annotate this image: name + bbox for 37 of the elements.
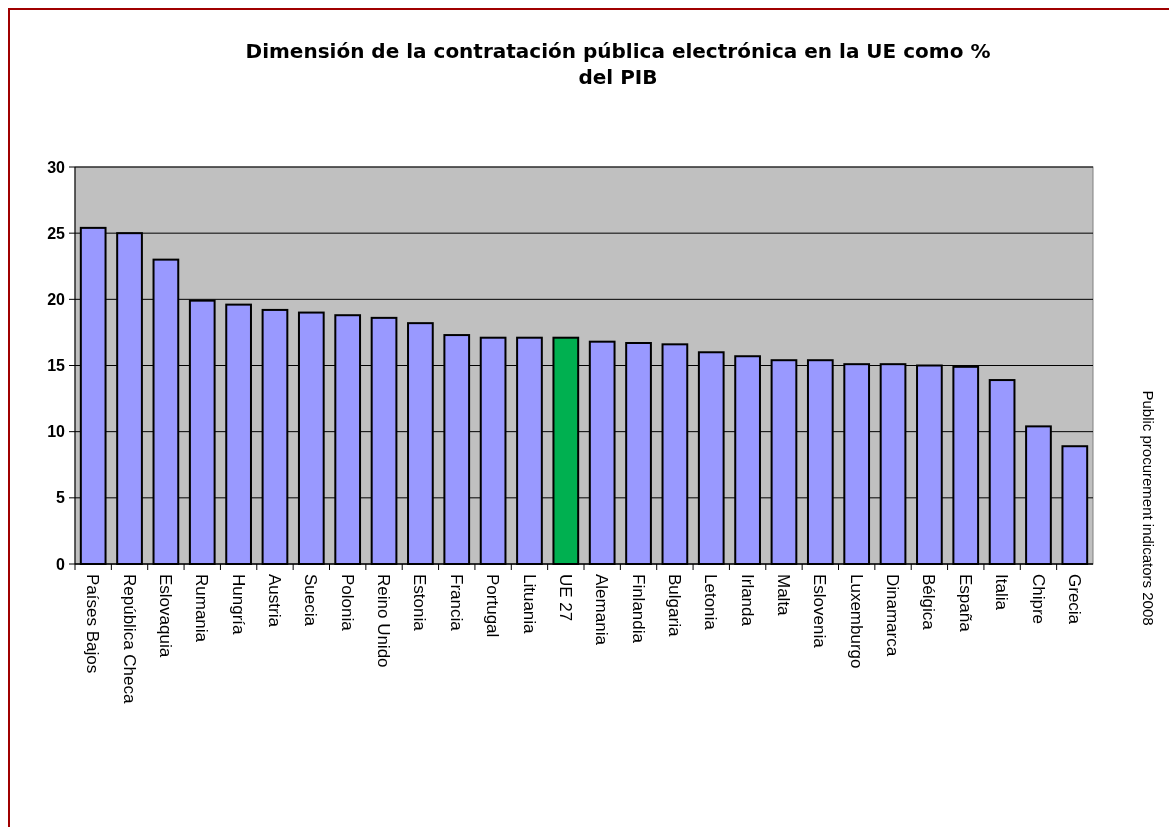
x-tick-label: Suecia — [301, 574, 321, 627]
y-tick-label: 30 — [47, 158, 66, 176]
x-tick-label: UE 27 — [555, 574, 575, 622]
x-tick-label: Eslovaquia — [155, 574, 175, 658]
x-tick-label: Países Bajos — [83, 574, 103, 674]
x-tick-label: Bulgaria — [664, 574, 684, 637]
y-tick-label: 5 — [56, 489, 66, 507]
x-tick-label: Italia — [992, 574, 1012, 611]
x-tick-label: Estonia — [410, 574, 430, 632]
text: Public procurement indicators 2008 — [1139, 390, 1157, 626]
y-tick-label: 0 — [56, 555, 66, 573]
y-tick-label: 25 — [47, 224, 66, 242]
x-tick-label: Irlanda — [737, 574, 757, 627]
x-tick-label: Bélgica — [919, 574, 939, 631]
x-tick-label: Polonia — [337, 574, 357, 632]
y-tick-label: 20 — [47, 290, 66, 308]
y-tick-label: 10 — [47, 423, 66, 441]
x-tick-label: Austria — [265, 574, 285, 628]
x-tick-label: Dinamarca — [883, 574, 903, 657]
x-tick-label: Francia — [446, 574, 466, 632]
x-tick-label: Letonia — [701, 574, 721, 631]
x-tick-label: Reino Unido — [374, 574, 394, 668]
x-tick-label: España — [955, 574, 975, 633]
x-tick-label: Rumania — [192, 574, 212, 643]
x-tick-label: Grecia — [1064, 574, 1084, 625]
x-tick-label: Eslovenia — [810, 574, 830, 649]
y-tick-label: 15 — [47, 357, 66, 375]
x-tick-label: Finlandia — [628, 574, 648, 644]
x-tick-label: Alemania — [592, 574, 612, 646]
x-tick-label: Lituania — [519, 574, 539, 635]
x-tick-label: Luxemburgo — [846, 574, 866, 669]
x-tick-label: Malta — [774, 574, 794, 617]
x-tick-label: Portugal — [483, 574, 503, 638]
x-tick-label: Chipre — [1028, 574, 1048, 625]
x-tick-label: Hungría — [228, 574, 248, 636]
x-tick-label: República Checa — [119, 574, 139, 705]
chart-title: Dimensión de la contratación pública electrónica en la UE como % del PIB — [245, 39, 991, 89]
